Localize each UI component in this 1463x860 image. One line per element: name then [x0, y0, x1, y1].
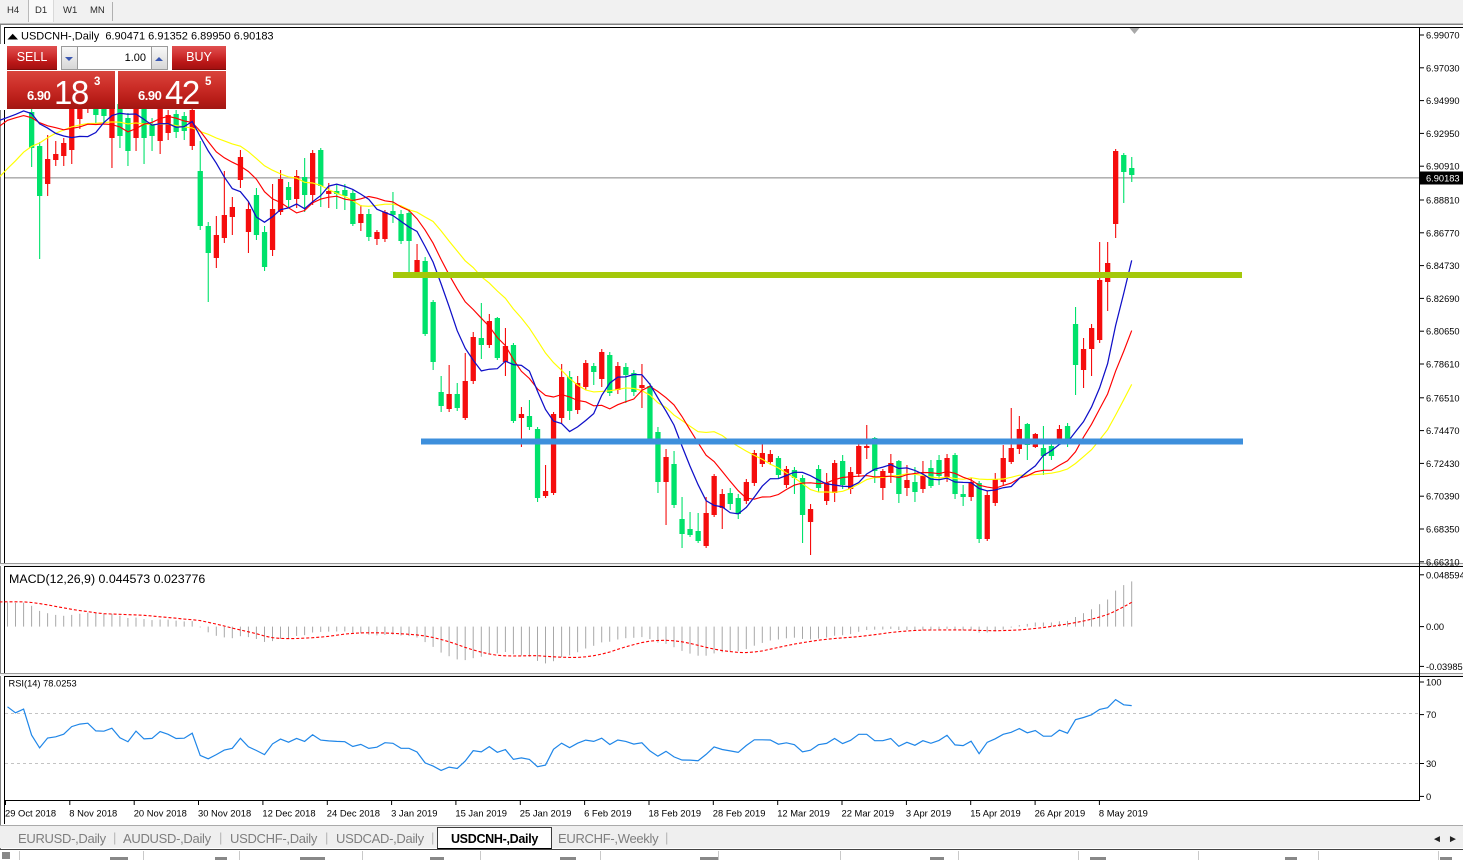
svg-text:0: 0 [1426, 792, 1431, 802]
svg-text:22 Mar 2019: 22 Mar 2019 [842, 808, 895, 819]
svg-text:6.90910: 6.90910 [1426, 162, 1460, 172]
svg-text:100: 100 [1426, 678, 1442, 688]
svg-text:6.84730: 6.84730 [1426, 261, 1460, 271]
svg-text:0.048594: 0.048594 [1426, 570, 1463, 580]
svg-text:30 Nov 2018: 30 Nov 2018 [198, 808, 251, 819]
svg-text:29 Oct 2018: 29 Oct 2018 [5, 808, 56, 819]
svg-text:8 Nov 2018: 8 Nov 2018 [69, 808, 117, 819]
svg-text:20 Nov 2018: 20 Nov 2018 [134, 808, 187, 819]
svg-text:25 Jan 2019: 25 Jan 2019 [520, 808, 572, 819]
svg-text:6.97030: 6.97030 [1426, 63, 1460, 73]
svg-text:MACD(12,26,9) 0.044573 0.02377: MACD(12,26,9) 0.044573 0.023776 [9, 572, 205, 586]
svg-text:15 Apr 2019: 15 Apr 2019 [970, 808, 1021, 819]
svg-text:6.82690: 6.82690 [1426, 294, 1460, 304]
svg-text:18 Feb 2019: 18 Feb 2019 [649, 808, 702, 819]
svg-text:6.66310: 6.66310 [1426, 557, 1460, 567]
svg-text:12 Dec 2018: 12 Dec 2018 [262, 808, 315, 819]
svg-text:28 Feb 2019: 28 Feb 2019 [713, 808, 766, 819]
svg-text:6.76510: 6.76510 [1426, 393, 1460, 403]
svg-text:6 Feb 2019: 6 Feb 2019 [584, 808, 631, 819]
svg-text:6.88810: 6.88810 [1426, 196, 1460, 206]
svg-text:0.00: 0.00 [1426, 622, 1444, 632]
svg-text:USDCNH-,Daily 6.90471 6.91352: USDCNH-,Daily 6.90471 6.91352 6.89950 6.… [21, 31, 274, 43]
svg-text:6.94990: 6.94990 [1426, 96, 1460, 106]
svg-text:6.92950: 6.92950 [1426, 129, 1460, 139]
svg-text:-0.039856: -0.039856 [1426, 662, 1463, 672]
svg-text:6.74470: 6.74470 [1426, 426, 1460, 436]
svg-text:6.86770: 6.86770 [1426, 228, 1460, 238]
svg-text:12 Mar 2019: 12 Mar 2019 [777, 808, 830, 819]
svg-text:6.80650: 6.80650 [1426, 327, 1460, 337]
svg-text:6.70390: 6.70390 [1426, 492, 1460, 502]
svg-text:RSI(14) 78.0253: RSI(14) 78.0253 [9, 679, 77, 689]
svg-text:15 Jan 2019: 15 Jan 2019 [455, 808, 507, 819]
svg-text:6.78610: 6.78610 [1426, 360, 1460, 370]
svg-text:3 Apr 2019: 3 Apr 2019 [906, 808, 951, 819]
svg-text:3 Jan 2019: 3 Jan 2019 [391, 808, 437, 819]
svg-text:6.68350: 6.68350 [1426, 525, 1460, 535]
svg-text:6.99070: 6.99070 [1426, 31, 1460, 41]
svg-text:30: 30 [1426, 759, 1436, 769]
svg-text:8 May 2019: 8 May 2019 [1099, 808, 1148, 819]
svg-text:26 Apr 2019: 26 Apr 2019 [1035, 808, 1086, 819]
svg-text:6.90183: 6.90183 [1426, 173, 1460, 183]
svg-text:6.72430: 6.72430 [1426, 459, 1460, 469]
svg-text:70: 70 [1426, 710, 1436, 720]
svg-text:24 Dec 2018: 24 Dec 2018 [327, 808, 380, 819]
